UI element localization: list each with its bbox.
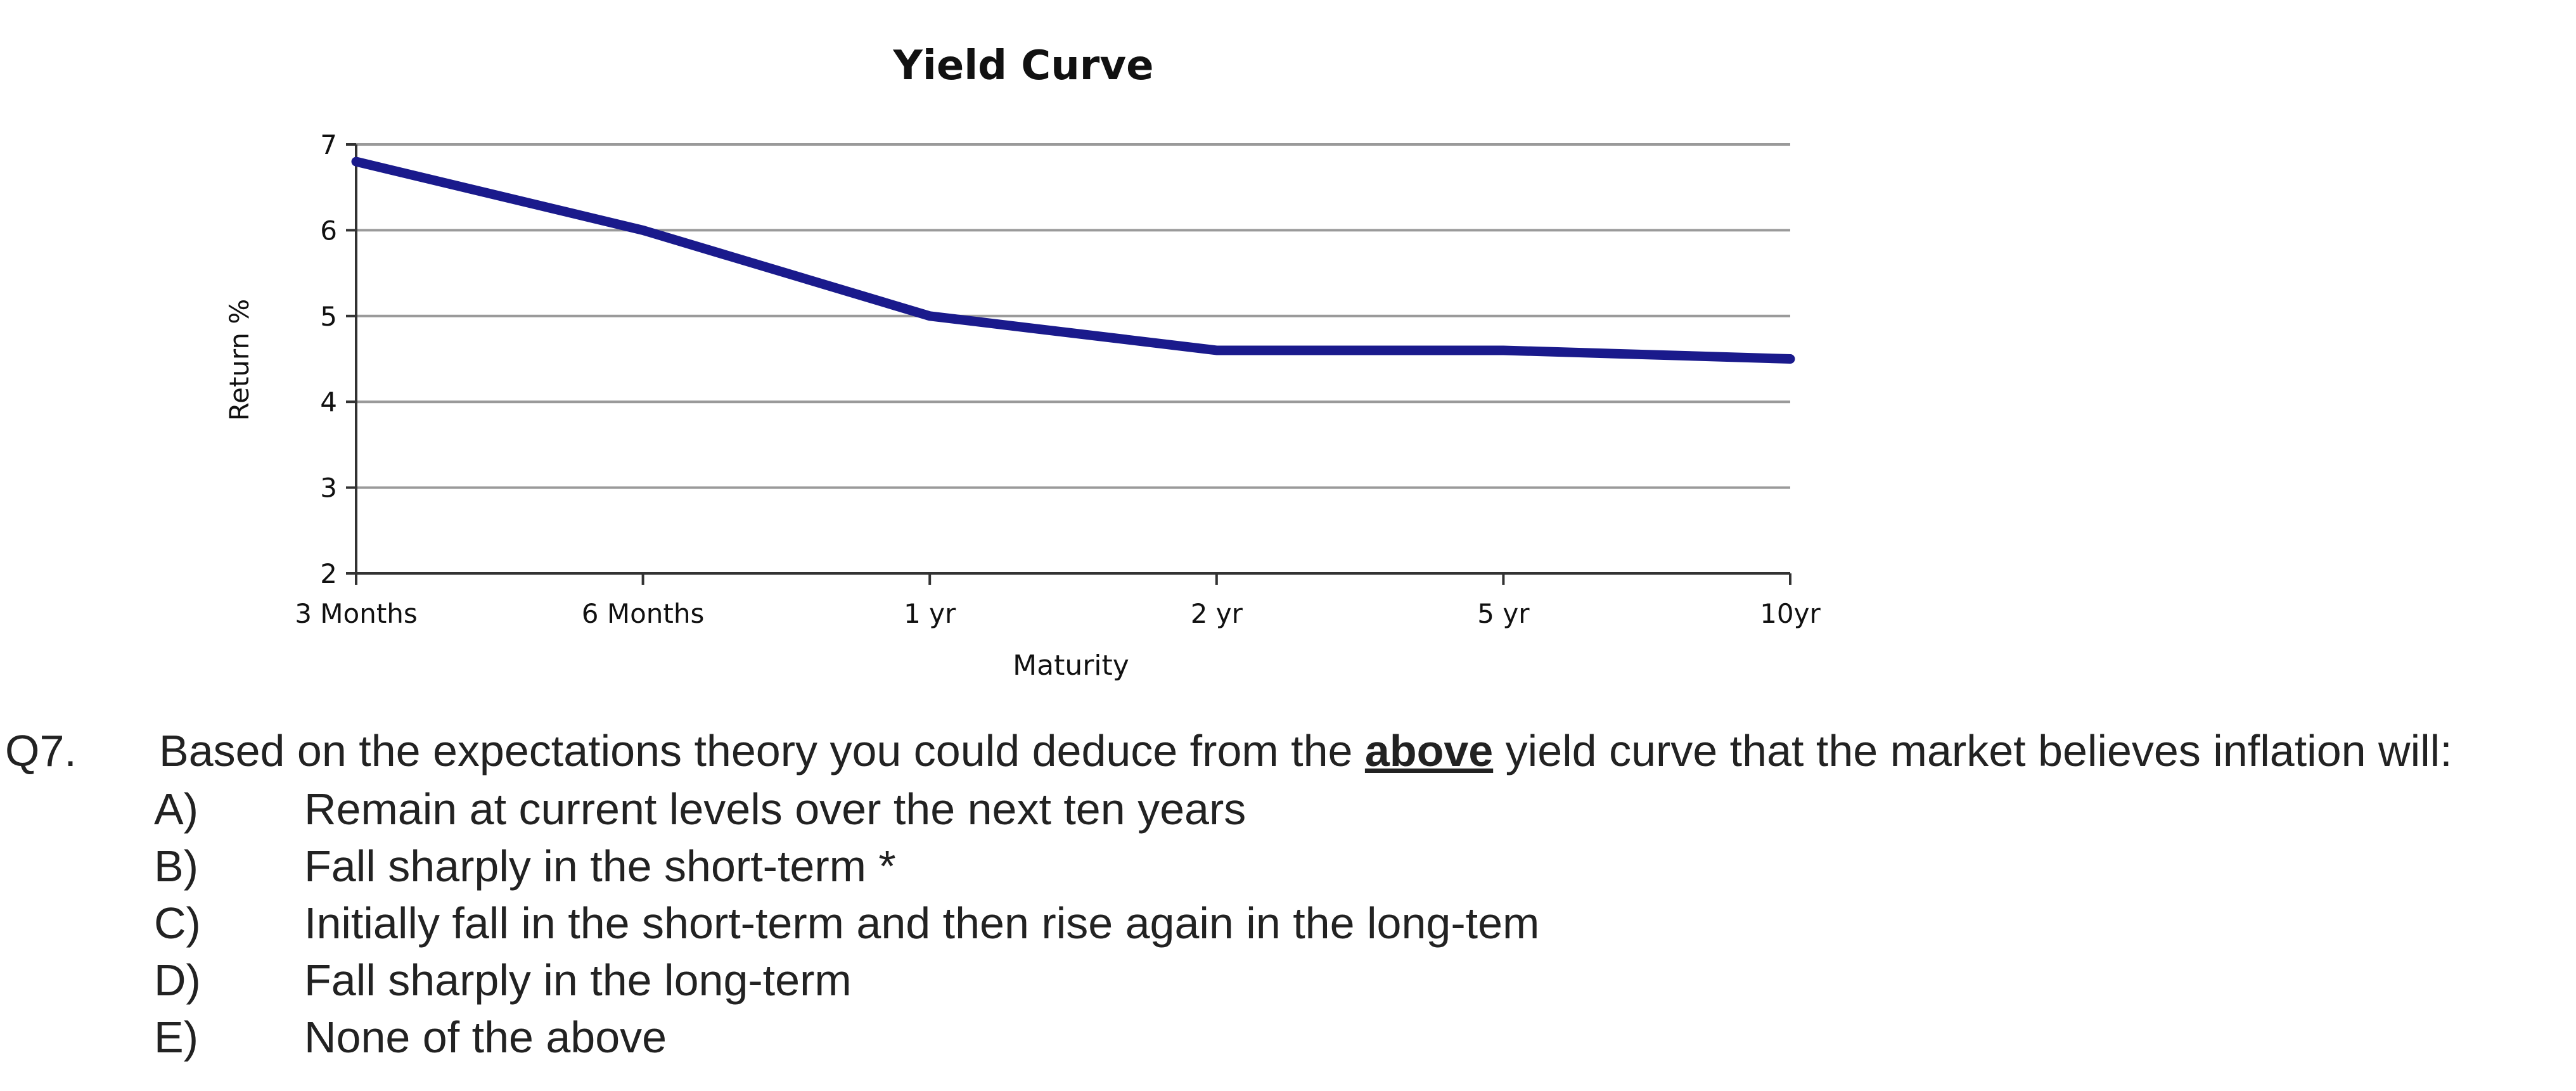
option-text: Initially fall in the short-term and the…	[304, 898, 1540, 948]
yield-curve-chart: Yield Curve 2 3 4 5 6 7 3 Months 6 Months 1 yr 2…	[224, 42, 1821, 682]
question-text-before: Based on the expectations theory you cou…	[159, 726, 1365, 775]
option-letter: B)	[154, 841, 198, 891]
x-tick-label: 3 Months	[295, 598, 418, 629]
y-axis-label: Return %	[224, 299, 255, 421]
y-ticks: 2 3 4 5 6 7	[320, 129, 356, 589]
question-number: Q7.	[5, 726, 77, 775]
x-tick-label: 10yr	[1760, 598, 1821, 629]
x-ticks: 3 Months 6 Months 1 yr 2 yr 5 yr 10yr	[295, 573, 1821, 629]
y-tick-label: 4	[320, 386, 337, 418]
y-tick-label: 6	[320, 215, 337, 246]
option-letter: D)	[154, 955, 201, 1005]
series-line	[351, 156, 1795, 364]
y-tick-label: 7	[320, 129, 337, 160]
x-tick-label: 2 yr	[1191, 598, 1243, 629]
option-letter: C)	[154, 898, 201, 948]
y-tick-label: 3	[320, 473, 337, 504]
y-tick-label: 5	[320, 301, 337, 332]
option-letter: A)	[154, 784, 198, 834]
x-tick-label: 6 Months	[582, 598, 705, 629]
x-tick-label: 5 yr	[1477, 598, 1530, 629]
option-text: Fall sharply in the short-term *	[304, 841, 896, 891]
question-line: Q7. Based on the expectations theory you…	[5, 722, 2572, 781]
y-tick-label: 2	[320, 558, 337, 589]
option-text: Remain at current levels over the next t…	[304, 784, 1246, 834]
option-d[interactable]: D) Fall sharply in the long-term	[5, 952, 2572, 1009]
option-b[interactable]: B) Fall sharply in the short-term *	[5, 838, 2572, 895]
question-block: Q7. Based on the expectations theory you…	[5, 722, 2572, 1066]
question-emphasis: above	[1364, 726, 1494, 775]
x-axis-label: Maturity	[1013, 649, 1129, 682]
option-c[interactable]: C) Initially fall in the short-term and …	[5, 895, 2572, 952]
question-text-after: yield curve that the market believes inf…	[1493, 726, 2452, 775]
option-a[interactable]: A) Remain at current levels over the nex…	[5, 781, 2572, 838]
chart-title: Yield Curve	[893, 42, 1154, 89]
option-text: Fall sharply in the long-term	[304, 955, 852, 1005]
option-e[interactable]: E) None of the above	[5, 1009, 2572, 1066]
option-text: None of the above	[304, 1012, 667, 1062]
x-tick-label: 1 yr	[904, 598, 956, 629]
question-text: Based on the expectations theory you cou…	[159, 722, 2452, 779]
option-letter: E)	[154, 1012, 198, 1062]
gridlines	[356, 143, 1790, 489]
